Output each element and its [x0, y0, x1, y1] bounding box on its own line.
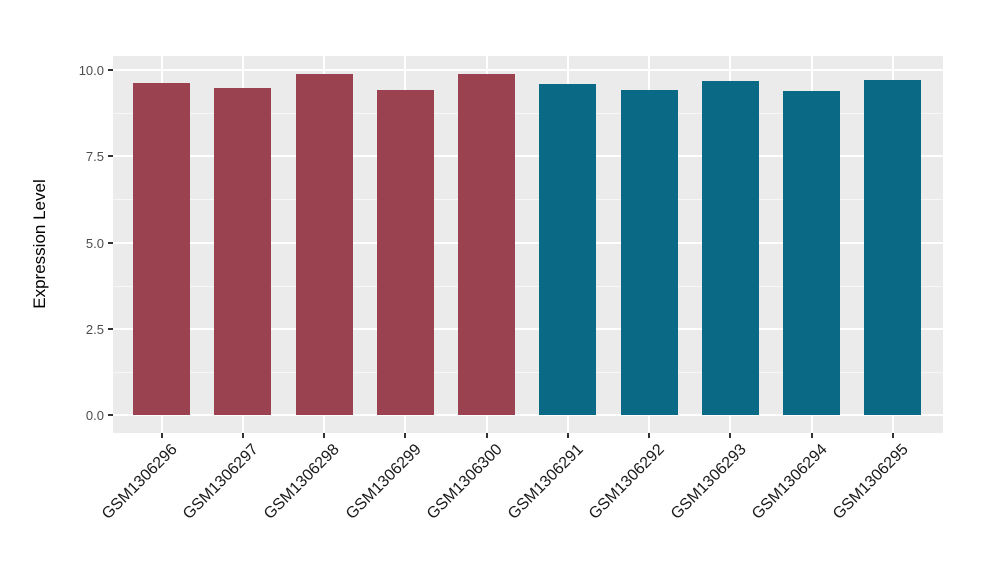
- x-tick: [729, 433, 732, 438]
- x-tick-label: GSM1306293: [667, 441, 750, 523]
- bar: [295, 74, 353, 415]
- x-tick: [810, 433, 813, 438]
- h-gridline-minor: [113, 285, 943, 287]
- h-gridline-major: [113, 155, 943, 158]
- y-tick: [108, 69, 113, 71]
- x-tick: [648, 433, 650, 438]
- x-tick: [160, 433, 163, 438]
- h-gridline-major: [113, 69, 943, 71]
- bar: [376, 89, 434, 415]
- x-tick-label: GSM1306300: [423, 441, 506, 523]
- plot-area: [113, 56, 943, 433]
- bar: [458, 74, 515, 415]
- x-tick: [323, 433, 325, 438]
- h-gridline-minor: [113, 113, 943, 115]
- h-gridline-major: [113, 414, 943, 416]
- y-tick: [108, 241, 113, 244]
- y-tick-label: 0.0: [85, 408, 104, 423]
- x-tick-label: GSM1306298: [261, 441, 344, 523]
- y-tick-label: 10.0: [78, 63, 104, 78]
- x-tick-label: GSM1306297: [179, 441, 262, 523]
- x-tick: [485, 433, 488, 438]
- x-tick: [404, 433, 407, 438]
- bar: [133, 83, 190, 415]
- h-gridline-minor: [113, 199, 943, 201]
- bar: [620, 90, 678, 415]
- y-tick: [108, 155, 113, 158]
- h-gridline-major: [113, 327, 943, 330]
- x-tick-label: GSM1306295: [829, 441, 912, 523]
- bar: [864, 80, 922, 415]
- x-tick: [891, 433, 894, 438]
- bar: [701, 80, 759, 415]
- x-tick-label: GSM1306291: [504, 441, 587, 523]
- y-tick-label: 5.0: [85, 235, 104, 251]
- y-axis-title: Expression Level: [30, 179, 49, 309]
- x-tick-label: GSM1306296: [98, 441, 181, 523]
- x-tick: [241, 433, 244, 438]
- y-tick-label: 7.5: [85, 149, 104, 165]
- h-gridline-minor: [113, 371, 943, 373]
- x-tick-label: GSM1306292: [586, 441, 669, 523]
- bar: [214, 87, 272, 415]
- y-tick-label: 2.5: [85, 321, 104, 337]
- bar: [783, 91, 840, 415]
- h-gridline-major: [113, 241, 943, 244]
- y-tick: [108, 327, 113, 330]
- x-tick: [566, 433, 569, 438]
- x-tick-label: GSM1306294: [748, 441, 831, 523]
- x-tick-label: GSM1306299: [342, 441, 425, 523]
- y-tick: [108, 414, 113, 416]
- bar: [539, 84, 597, 415]
